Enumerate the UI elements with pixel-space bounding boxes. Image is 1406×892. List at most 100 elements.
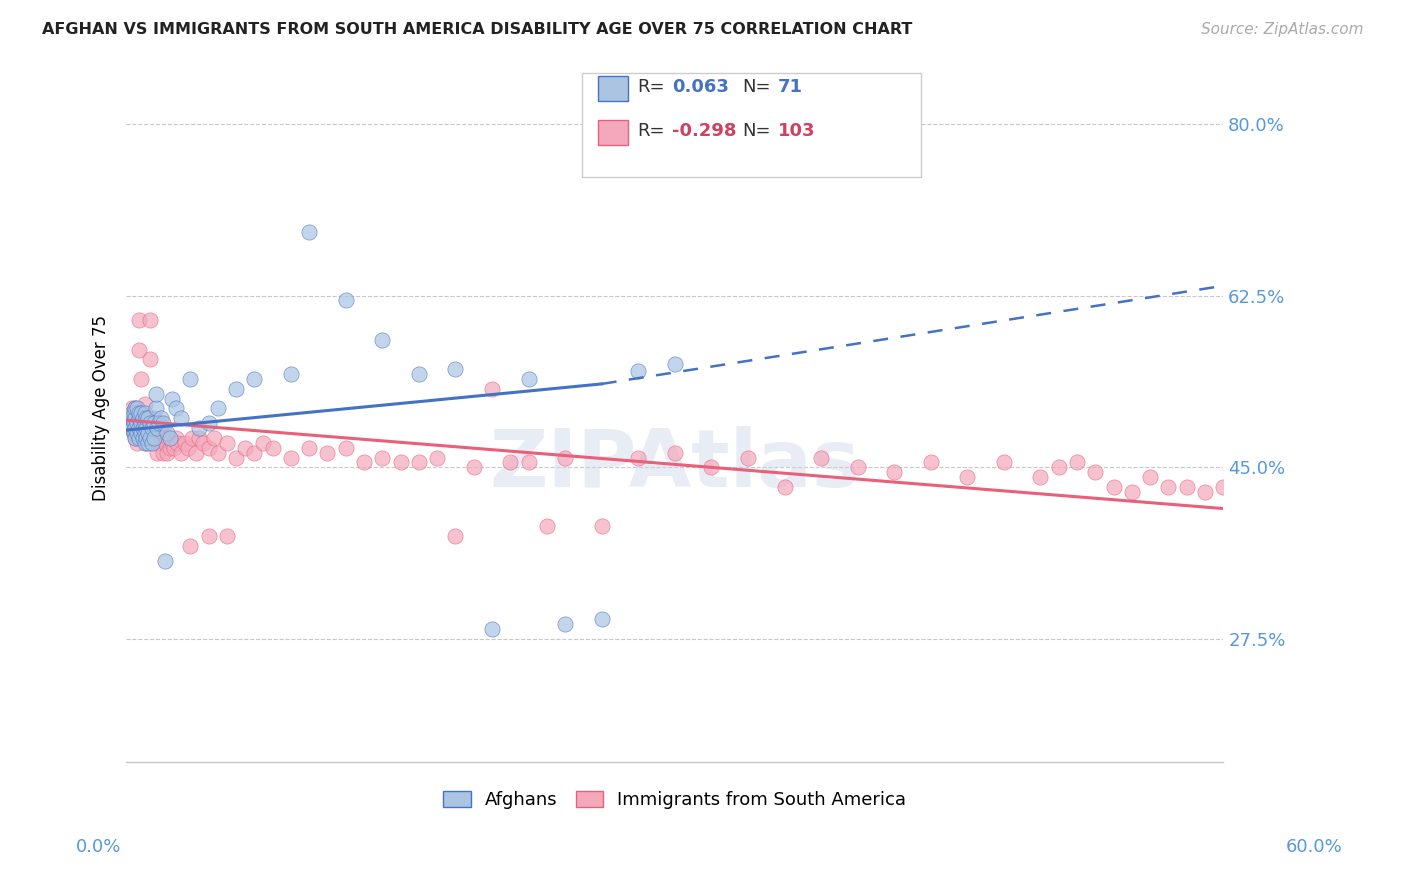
Point: [517, 455, 540, 469]
Point: [371, 450, 394, 465]
Point: [121, 421, 143, 435]
Point: [481, 382, 503, 396]
Point: [160, 435, 183, 450]
Point: [280, 450, 302, 465]
Point: [181, 431, 204, 445]
Point: [444, 362, 467, 376]
Point: [124, 401, 146, 416]
Point: [136, 411, 159, 425]
Point: [150, 431, 173, 445]
Point: [956, 470, 979, 484]
Text: 0.063: 0.063: [672, 78, 728, 95]
Point: [166, 435, 188, 450]
Point: [136, 411, 159, 425]
Point: [554, 617, 576, 632]
Point: [993, 455, 1015, 469]
Point: [139, 416, 162, 430]
Point: [179, 372, 201, 386]
Point: [141, 435, 163, 450]
Point: [1121, 484, 1143, 499]
Text: R=: R=: [637, 78, 665, 95]
Point: [152, 445, 174, 459]
Point: [1066, 455, 1088, 469]
Point: [591, 612, 613, 626]
Point: [243, 372, 266, 386]
Point: [408, 455, 430, 469]
Point: [202, 431, 225, 445]
Point: [148, 435, 170, 450]
Point: [215, 435, 238, 450]
Point: [128, 431, 150, 445]
Point: [142, 431, 165, 445]
Point: [124, 421, 146, 435]
Point: [142, 411, 165, 425]
Point: [153, 553, 176, 567]
Text: R=: R=: [637, 122, 665, 140]
Point: [153, 435, 176, 450]
Point: [188, 431, 211, 445]
Point: [145, 386, 167, 401]
Point: [177, 441, 200, 455]
Text: AFGHAN VS IMMIGRANTS FROM SOUTH AMERICA DISABILITY AGE OVER 75 CORRELATION CHART: AFGHAN VS IMMIGRANTS FROM SOUTH AMERICA …: [42, 22, 912, 37]
Point: [139, 352, 162, 367]
Point: [135, 421, 157, 435]
Point: [145, 431, 167, 445]
Point: [118, 411, 141, 425]
Point: [225, 382, 247, 396]
Text: N=: N=: [742, 122, 770, 140]
Point: [129, 372, 152, 386]
Point: [554, 450, 576, 465]
Y-axis label: Disability Age Over 75: Disability Age Over 75: [93, 316, 110, 501]
Point: [252, 435, 274, 450]
Point: [134, 416, 156, 430]
Point: [444, 529, 467, 543]
Point: [118, 411, 141, 425]
Point: [142, 431, 165, 445]
Point: [132, 421, 155, 435]
Point: [1157, 480, 1180, 494]
Point: [129, 425, 152, 440]
Point: [165, 401, 187, 416]
Point: [846, 460, 869, 475]
Point: [134, 425, 156, 440]
Point: [134, 406, 156, 420]
Point: [145, 401, 167, 416]
Point: [243, 445, 266, 459]
Point: [481, 622, 503, 636]
Point: [810, 450, 832, 465]
Point: [139, 431, 162, 445]
Point: [207, 445, 229, 459]
Point: [128, 343, 150, 357]
Text: 103: 103: [778, 122, 815, 140]
Point: [134, 396, 156, 410]
Point: [122, 425, 145, 440]
Point: [536, 519, 558, 533]
Point: [316, 445, 339, 459]
Point: [132, 411, 155, 425]
Point: [353, 455, 375, 469]
Point: [233, 441, 256, 455]
Point: [136, 431, 159, 445]
Point: [150, 411, 173, 425]
Point: [160, 392, 183, 406]
Point: [121, 421, 143, 435]
Point: [1194, 484, 1216, 499]
Point: [197, 441, 219, 455]
Point: [335, 293, 357, 308]
Point: [135, 421, 157, 435]
Point: [298, 225, 321, 239]
Point: [124, 401, 146, 416]
Point: [145, 416, 167, 430]
Point: [1175, 480, 1198, 494]
Point: [129, 416, 152, 430]
Point: [136, 435, 159, 450]
Point: [128, 421, 150, 435]
Point: [773, 480, 796, 494]
Text: 71: 71: [778, 78, 803, 95]
Point: [128, 411, 150, 425]
Point: [135, 411, 157, 425]
Point: [700, 460, 723, 475]
Point: [136, 425, 159, 440]
Point: [132, 411, 155, 425]
Point: [121, 411, 143, 425]
